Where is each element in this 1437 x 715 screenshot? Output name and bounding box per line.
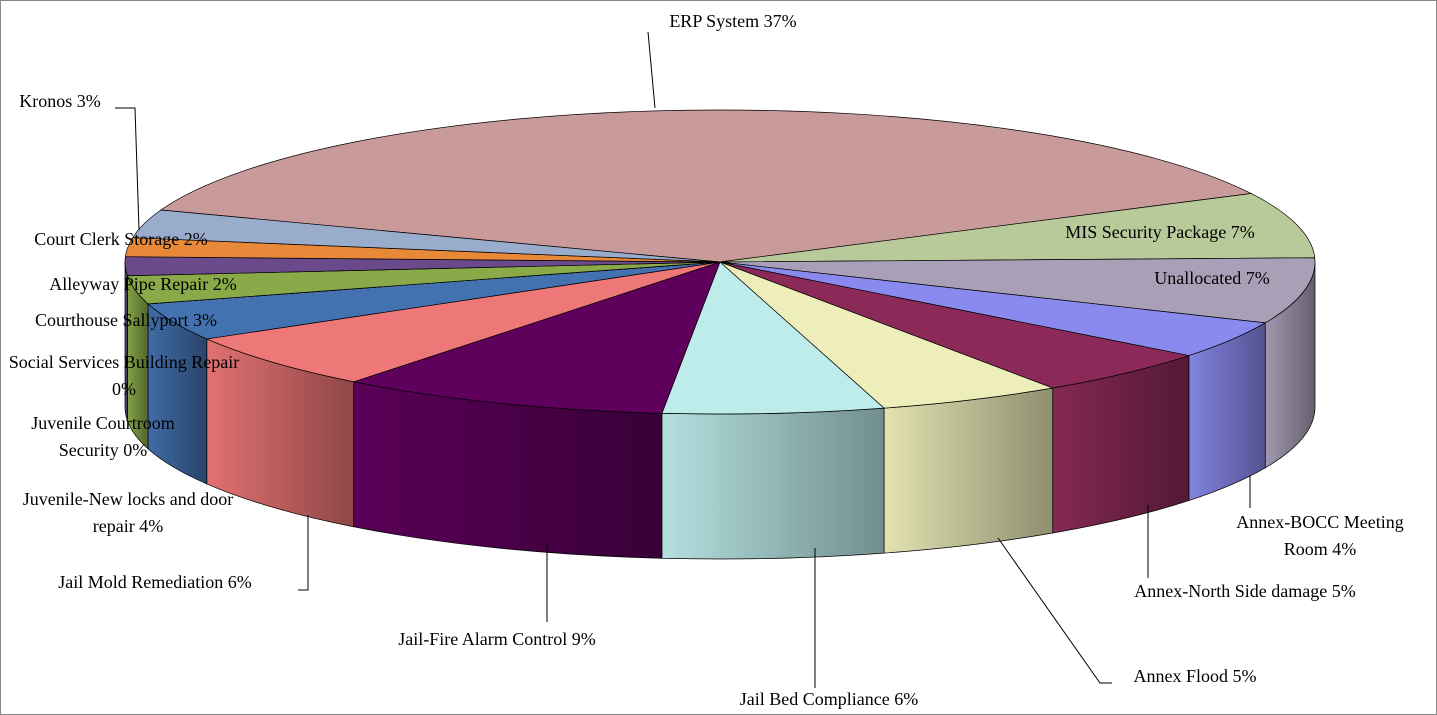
slice-top bbox=[352, 261, 721, 414]
slice-side bbox=[883, 387, 1054, 554]
slice-label: Juvenile Courtroom Security 0% bbox=[3, 410, 203, 464]
value-label: 5% bbox=[1232, 666, 1257, 686]
category-label: Juvenile-New locks and door repair bbox=[22, 489, 234, 536]
category-label: Social Services Building Repair bbox=[8, 352, 240, 372]
leader-line bbox=[647, 31, 656, 109]
slice-top bbox=[719, 257, 1316, 324]
slice-label: Jail Mold Remediation 6% bbox=[10, 569, 300, 596]
category-label: MIS Security Package bbox=[1065, 222, 1227, 242]
pie-tops bbox=[124, 109, 1316, 415]
value-label: 0% bbox=[112, 379, 136, 399]
category-label: Alleyway Pipe Repair bbox=[49, 274, 209, 294]
value-label: 3% bbox=[76, 91, 101, 111]
slice-top bbox=[159, 109, 1253, 263]
category-label: Unallocated bbox=[1154, 268, 1242, 288]
category-label: ERP System bbox=[669, 11, 760, 31]
leader-lines bbox=[115, 31, 1251, 688]
leader-line bbox=[997, 537, 1112, 684]
category-label: Annex-North Side damage bbox=[1134, 581, 1328, 601]
slice-top bbox=[719, 261, 1055, 409]
slice-label: Jail-Fire Alarm Control 9% bbox=[357, 626, 637, 653]
value-label: 0% bbox=[123, 440, 148, 460]
slice-label: Annex-BOCC Meeting Room 4% bbox=[1215, 509, 1425, 563]
slice-label: Annex Flood 5% bbox=[1115, 663, 1275, 690]
value-label: 37% bbox=[763, 11, 797, 31]
slice-label: Courthouse Sallyport 3% bbox=[6, 307, 246, 334]
category-label: Annex-BOCC Meeting Room bbox=[1236, 512, 1404, 559]
value-label: 2% bbox=[183, 229, 208, 249]
slice-top bbox=[132, 209, 721, 263]
value-label: 5% bbox=[1331, 581, 1356, 601]
slice-label: Alleyway Pipe Repair 2% bbox=[13, 271, 273, 298]
value-label: 4% bbox=[139, 516, 164, 536]
slice-label: Annex-North Side damage 5% bbox=[1105, 578, 1385, 605]
category-label: Kronos bbox=[19, 91, 77, 111]
leader-line bbox=[115, 107, 140, 231]
slice-label: Jail Bed Compliance 6% bbox=[699, 686, 959, 713]
slice-label: Court Clerk Storage 2% bbox=[6, 226, 236, 253]
slice-label: ERP System 37% bbox=[583, 8, 883, 35]
category-label: Court Clerk Storage bbox=[34, 229, 180, 249]
category-label: Jail Bed Compliance bbox=[739, 689, 890, 709]
value-label: 6% bbox=[894, 689, 919, 709]
value-label: 4% bbox=[1332, 539, 1357, 559]
category-label: Jail Mold Remediation bbox=[58, 572, 224, 592]
category-label: Jail-Fire Alarm Control bbox=[398, 629, 568, 649]
value-label: 6% bbox=[227, 572, 252, 592]
slice-top bbox=[661, 261, 885, 415]
slice-top bbox=[719, 193, 1316, 263]
slice-label: Social Services Building Repair 0% bbox=[4, 349, 244, 403]
slice-label: Unallocated 7% bbox=[1112, 265, 1312, 292]
slice-label: Juvenile-New locks and door repair 4% bbox=[8, 486, 248, 540]
slice-label: MIS Security Package 7% bbox=[1030, 219, 1290, 246]
value-label: 7% bbox=[1245, 268, 1270, 288]
slice-label: Kronos 3% bbox=[0, 88, 120, 115]
slice-side bbox=[661, 407, 885, 560]
slice-top bbox=[205, 261, 721, 383]
category-label: Juvenile Courtroom Security bbox=[31, 413, 175, 460]
value-label: 9% bbox=[571, 629, 596, 649]
slice-top bbox=[719, 261, 1191, 389]
category-label: Courthouse Sallyport bbox=[35, 310, 189, 330]
pie-sides bbox=[124, 261, 1316, 560]
value-label: 3% bbox=[193, 310, 217, 330]
category-label: Annex Flood bbox=[1133, 666, 1229, 686]
leader-line bbox=[298, 515, 309, 591]
value-label: 7% bbox=[1230, 222, 1255, 242]
value-label: 2% bbox=[212, 274, 237, 294]
